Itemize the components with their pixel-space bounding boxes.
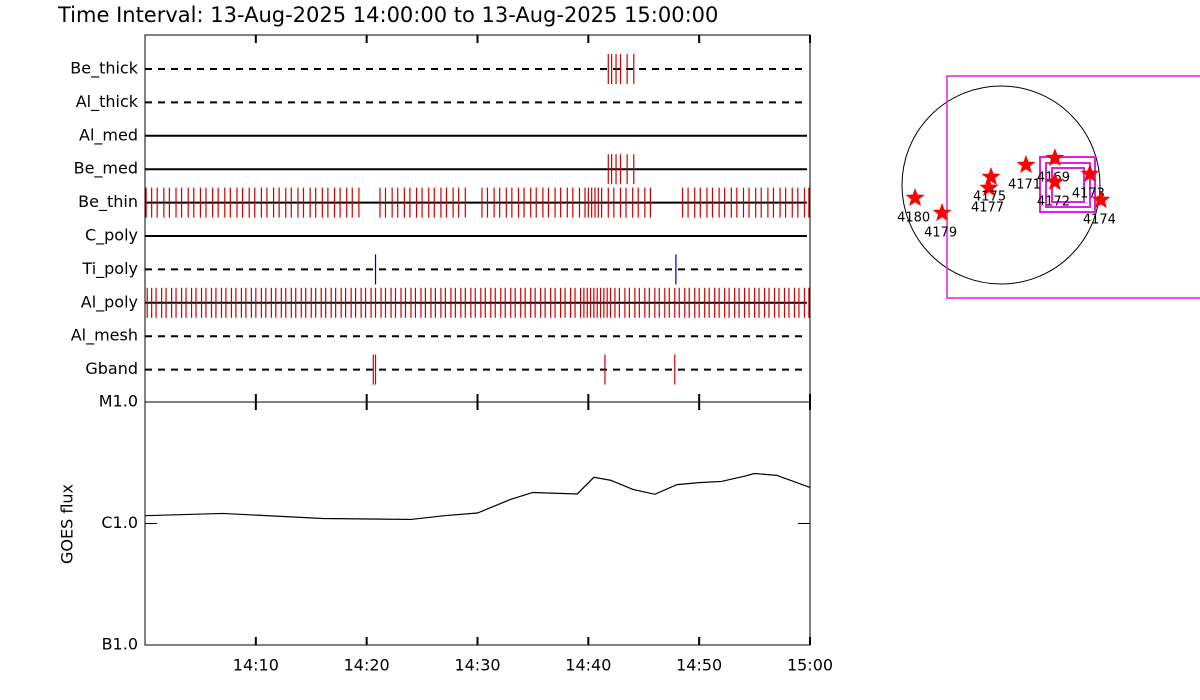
fov-box xyxy=(1039,156,1096,213)
row-label: Be_med xyxy=(74,159,138,179)
region-star xyxy=(979,178,999,197)
region-star xyxy=(1045,148,1065,167)
star-label: 4179 xyxy=(924,225,957,240)
row-label: Gband xyxy=(85,359,138,378)
x-tick-label: 14:50 xyxy=(676,656,722,675)
row-label: Ti_poly xyxy=(81,259,138,279)
row-label: Al_poly xyxy=(81,292,138,312)
row-label: Be_thick xyxy=(70,59,138,79)
region-star xyxy=(1091,190,1111,209)
x-tick-label: 14:20 xyxy=(344,656,390,675)
region-star xyxy=(981,167,1001,186)
region-star xyxy=(932,203,952,222)
goes-line xyxy=(144,472,811,521)
region-star xyxy=(1080,164,1100,183)
y-axis-label: GOES flux xyxy=(58,484,77,564)
star-label: 4174 xyxy=(1083,213,1116,228)
y-tick-label: B1.0 xyxy=(102,635,138,654)
star-label: 4175 xyxy=(973,189,1006,204)
x-tick-label: 15:00 xyxy=(787,656,833,675)
star-label: 4180 xyxy=(897,210,930,225)
fov-box xyxy=(946,75,1200,299)
region-star xyxy=(1016,155,1036,174)
row-label: Be_thin xyxy=(78,192,138,212)
region-star xyxy=(905,188,925,207)
region-star xyxy=(1045,172,1065,191)
y-tick-label: M1.0 xyxy=(99,392,138,411)
x-tick-label: 14:40 xyxy=(565,656,611,675)
y-tick-label: C1.0 xyxy=(101,513,138,532)
row-label: Al_med xyxy=(79,125,138,145)
x-tick-label: 14:30 xyxy=(454,656,500,675)
fov-box xyxy=(1045,162,1091,208)
row-label: C_poly xyxy=(85,226,138,246)
title: Time Interval: 13-Aug-2025 14:00:00 to 1… xyxy=(57,3,718,27)
star-label: 4172 xyxy=(1037,195,1070,210)
row-label: Al_thick xyxy=(76,92,139,112)
solar-disk xyxy=(901,85,1101,285)
row-label: Al_mesh xyxy=(71,326,138,346)
event-panel xyxy=(144,34,811,403)
x-tick-label: 14:10 xyxy=(233,656,279,675)
star-label: 4171 xyxy=(1008,178,1041,193)
star-label: 4177 xyxy=(971,200,1004,215)
goes-panel xyxy=(144,401,811,646)
